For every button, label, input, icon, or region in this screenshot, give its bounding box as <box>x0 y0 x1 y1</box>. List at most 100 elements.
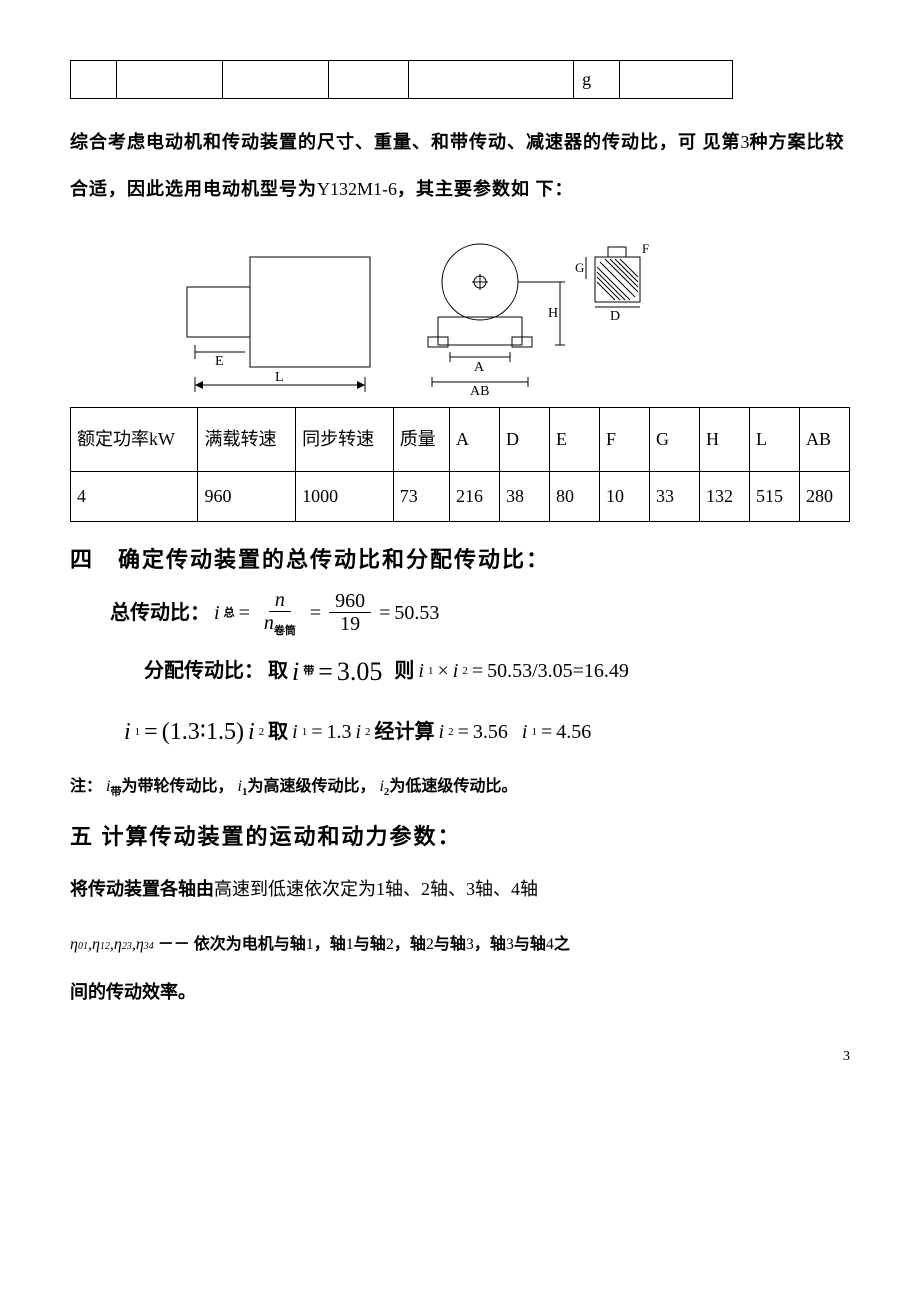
with2: 与轴 <box>434 936 466 953</box>
take2: 取 <box>268 710 288 754</box>
sub2d: 2 <box>448 720 454 744</box>
hdr-AB: AB <box>800 407 850 471</box>
val-sync: 1000 <box>296 471 394 521</box>
s5b: 高速到低速依次定为 <box>214 879 376 899</box>
val-mass: 73 <box>393 471 449 521</box>
intro-line1: 综合考虑电动机和传动装置的尺寸、重量、和带传动、减速器的传动比，可 <box>70 132 697 152</box>
val-F: 10 <box>600 471 650 521</box>
note-t3: 为低速级传动比。 <box>389 778 517 795</box>
ratio-note: 注： i带为带轮传动比， i1为高速级传动比， i2为低速级传动比。 <box>70 771 850 803</box>
eta-list: η01,η12,η23,η34 <box>70 936 154 953</box>
sub1a: 1 <box>428 659 434 683</box>
v356: 3.56 <box>473 710 508 754</box>
total-label: 总传动比： <box>110 591 210 635</box>
val-L: 515 <box>750 471 800 521</box>
i-belt: i <box>292 643 299 700</box>
eq6: = <box>144 706 158 759</box>
top-cell-4 <box>329 61 408 99</box>
then: 则 <box>394 649 414 693</box>
take: 取 <box>268 649 288 693</box>
top-cell-2 <box>117 61 223 99</box>
page-number: 3 <box>70 1046 850 1068</box>
eq3: = <box>379 591 390 635</box>
note-t1: 为带轮传动比， <box>121 778 233 795</box>
formula-total-ratio: 总传动比： i总 = n n卷筒 = 960 19 = 50.53 分配传动比：… <box>110 589 850 759</box>
v5053: 50.53 <box>394 591 439 635</box>
val-power: 4 <box>71 471 198 521</box>
ax2: 2 <box>421 879 430 899</box>
hdr-power: 额定功率kW <box>71 407 198 471</box>
label-E: E <box>215 354 224 369</box>
motor-side-view-icon: E L <box>140 247 380 397</box>
intro-model: Y132M1-6 <box>317 179 397 199</box>
sec5-line1: 将传动装置各轴由高速到低速依次定为1轴、2轴、3轴、4轴 <box>70 866 850 913</box>
label-D: D <box>610 309 620 324</box>
top-cell-6: g <box>574 61 620 99</box>
intro-three: 3 <box>741 132 750 152</box>
sh2: 轴、 <box>430 879 466 899</box>
val-D: 38 <box>500 471 550 521</box>
eq8: = <box>458 710 469 754</box>
eq2: = <box>310 591 321 635</box>
sec5-line3: 间的传动效率。 <box>70 969 850 1016</box>
intro-line2c: ，其主要参数如 <box>397 179 530 199</box>
v960: 960 <box>329 590 371 613</box>
alloc-label: 分配传动比： <box>144 649 264 693</box>
i2d: i <box>439 710 445 754</box>
label-H: H <box>548 306 558 321</box>
ax4: 4 <box>511 879 520 899</box>
section-5-title: 五 计算传动装置的运动和动力参数： <box>70 819 850 854</box>
motor-diagram: E L A AB H <box>140 237 850 397</box>
sh3: 轴、 <box>475 879 511 899</box>
v13: 1.3 <box>326 710 351 754</box>
parameter-table: 额定功率kW 满载转速 同步转速 质量 A D E F G H L AB 4 9… <box>70 407 850 522</box>
desc-d1: ，轴 <box>474 936 506 953</box>
param-header-row: 额定功率kW 满载转速 同步转速 质量 A D E F G H L AB <box>71 407 850 471</box>
sh4: 轴 <box>520 879 538 899</box>
i-total-sub: 总 <box>224 601 235 625</box>
i1a: i <box>418 649 424 693</box>
top-cell-3 <box>223 61 329 99</box>
sec5-eta-line: η01,η12,η23,η34 －－ 依次为电机与轴1，轴1与轴2，轴2与轴3，… <box>70 929 850 961</box>
label-L: L <box>275 370 284 385</box>
n-drum-sub: 卷筒 <box>274 625 296 637</box>
v456: 4.56 <box>556 710 591 754</box>
i-sym: i <box>214 591 220 635</box>
hdr-mass: 质量 <box>393 407 449 471</box>
hdr-A: A <box>450 407 500 471</box>
calc: 经计算 <box>375 710 435 754</box>
hdr-fullload: 满载转速 <box>198 407 296 471</box>
note-prefix: 注： <box>70 778 102 795</box>
top-cell-5 <box>408 61 574 99</box>
three2: 3 <box>466 936 474 953</box>
val-A: 216 <box>450 471 500 521</box>
label-F: F <box>642 241 649 256</box>
v19: 19 <box>334 613 366 635</box>
four: 4 <box>546 936 554 953</box>
top-cell-1 <box>71 61 117 99</box>
sub2b: 2 <box>259 720 265 744</box>
top-cell-7 <box>620 61 733 99</box>
intro-paragraph: 综合考虑电动机和传动装置的尺寸、重量、和带传动、减速器的传动比，可 见第3种方案… <box>70 119 850 213</box>
desc-b1: ，轴 <box>314 936 346 953</box>
hdr-L: L <box>750 407 800 471</box>
n-den: n <box>264 612 274 634</box>
motor-front-view-icon: A AB H F G D <box>410 237 690 397</box>
hdr-F: F <box>600 407 650 471</box>
v305: 3.05 <box>337 643 383 700</box>
sub1b: 1 <box>135 720 141 744</box>
i2a: i <box>453 649 459 693</box>
val-E: 80 <box>550 471 600 521</box>
eq1: = <box>239 591 250 635</box>
eq4: = <box>318 643 333 700</box>
with3: 与轴 <box>514 936 546 953</box>
val-fullload: 960 <box>198 471 296 521</box>
intro-line3: 下： <box>536 179 574 199</box>
s5a: 将传动装置各轴由 <box>70 879 214 899</box>
sub1c: 1 <box>302 720 308 744</box>
n-num: n <box>269 589 291 612</box>
i2c: i <box>355 710 361 754</box>
i2b: i <box>248 706 255 759</box>
eq7: = <box>311 710 322 754</box>
with1: 与轴 <box>354 936 386 953</box>
